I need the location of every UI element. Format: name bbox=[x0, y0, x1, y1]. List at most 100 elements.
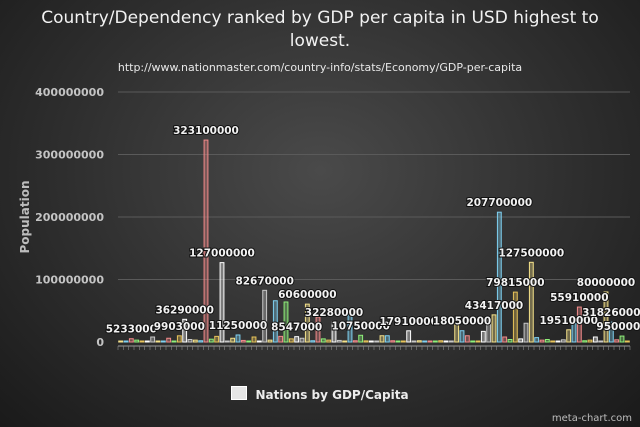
bar[interactable] bbox=[587, 339, 593, 343]
bar[interactable] bbox=[288, 338, 294, 343]
bar[interactable] bbox=[171, 340, 177, 343]
bar[interactable] bbox=[139, 340, 145, 343]
bar[interactable] bbox=[566, 329, 572, 343]
bar[interactable] bbox=[400, 340, 406, 343]
bar[interactable] bbox=[262, 289, 268, 343]
bar[interactable] bbox=[512, 291, 518, 343]
bar[interactable] bbox=[411, 340, 417, 343]
bar[interactable] bbox=[384, 335, 390, 343]
bar[interactable] bbox=[278, 335, 284, 343]
bar[interactable] bbox=[342, 340, 348, 343]
bar[interactable] bbox=[160, 340, 166, 343]
bar[interactable] bbox=[256, 340, 262, 343]
bar[interactable] bbox=[624, 340, 630, 343]
bar[interactable] bbox=[416, 340, 422, 343]
bar[interactable] bbox=[582, 340, 588, 343]
bar[interactable] bbox=[422, 340, 428, 343]
bar[interactable] bbox=[134, 339, 140, 343]
bar[interactable] bbox=[358, 334, 364, 343]
bar[interactable] bbox=[395, 340, 401, 343]
bar[interactable] bbox=[320, 338, 326, 343]
bar[interactable] bbox=[155, 340, 161, 343]
bar[interactable] bbox=[496, 211, 502, 343]
bar[interactable] bbox=[534, 337, 540, 343]
bar[interactable] bbox=[315, 316, 321, 343]
bar[interactable] bbox=[475, 340, 481, 343]
bar[interactable] bbox=[310, 340, 316, 343]
bar[interactable] bbox=[614, 339, 620, 343]
bar[interactable] bbox=[326, 339, 332, 343]
bar[interactable] bbox=[272, 300, 278, 343]
bar[interactable] bbox=[331, 321, 337, 343]
bar[interactable] bbox=[379, 335, 385, 343]
bar[interactable] bbox=[470, 340, 476, 343]
bar[interactable] bbox=[368, 340, 374, 343]
bar[interactable] bbox=[544, 339, 550, 343]
bar[interactable] bbox=[187, 339, 193, 343]
bar[interactable] bbox=[518, 338, 524, 343]
bar[interactable] bbox=[150, 336, 156, 343]
bar[interactable] bbox=[304, 303, 310, 343]
bar[interactable] bbox=[598, 340, 604, 343]
bar[interactable] bbox=[294, 336, 300, 343]
bar[interactable] bbox=[363, 340, 369, 343]
bar[interactable] bbox=[299, 337, 305, 343]
bar[interactable] bbox=[128, 338, 134, 343]
bar[interactable] bbox=[576, 306, 582, 343]
bar[interactable] bbox=[251, 336, 257, 343]
bar[interactable] bbox=[214, 335, 220, 343]
bar[interactable] bbox=[406, 330, 412, 343]
bar[interactable] bbox=[166, 337, 172, 343]
bar[interactable] bbox=[507, 339, 513, 343]
bar[interactable] bbox=[374, 340, 380, 343]
bar[interactable] bbox=[224, 340, 230, 343]
bar[interactable] bbox=[347, 313, 353, 343]
data-label: 17910000 bbox=[379, 316, 437, 328]
bar[interactable] bbox=[459, 330, 465, 343]
bar[interactable] bbox=[550, 340, 556, 343]
bar[interactable] bbox=[240, 339, 246, 343]
bar[interactable] bbox=[560, 339, 566, 343]
bar[interactable] bbox=[523, 322, 529, 343]
bar[interactable] bbox=[528, 261, 534, 343]
bar[interactable] bbox=[603, 291, 609, 343]
bar[interactable] bbox=[246, 340, 252, 343]
bar[interactable] bbox=[267, 339, 273, 343]
bar[interactable] bbox=[283, 301, 289, 343]
bar[interactable] bbox=[432, 340, 438, 343]
bar[interactable] bbox=[464, 335, 470, 343]
bar[interactable] bbox=[208, 338, 214, 343]
bar[interactable] bbox=[198, 340, 204, 343]
bar[interactable] bbox=[619, 335, 625, 343]
bar[interactable] bbox=[230, 337, 236, 343]
bar[interactable] bbox=[480, 330, 486, 343]
bar[interactable] bbox=[491, 314, 497, 343]
bar[interactable] bbox=[448, 340, 454, 343]
bar[interactable] bbox=[203, 139, 209, 343]
bar[interactable] bbox=[336, 339, 342, 343]
legend[interactable]: Nations by GDP/Capita bbox=[0, 386, 640, 402]
bar[interactable] bbox=[390, 340, 396, 343]
bar[interactable] bbox=[555, 340, 561, 343]
bar[interactable] bbox=[443, 340, 449, 343]
bar[interactable] bbox=[502, 336, 508, 343]
bar[interactable] bbox=[123, 340, 129, 343]
bar[interactable] bbox=[486, 319, 492, 343]
bar[interactable] bbox=[118, 340, 124, 343]
bar[interactable] bbox=[454, 322, 460, 343]
data-label: 8547000 bbox=[271, 322, 322, 334]
bar[interactable] bbox=[192, 339, 198, 343]
bar[interactable] bbox=[539, 339, 545, 343]
bar[interactable] bbox=[571, 322, 577, 343]
bar[interactable] bbox=[219, 262, 225, 343]
bar[interactable] bbox=[176, 335, 182, 343]
bar[interactable] bbox=[438, 340, 444, 343]
bar[interactable] bbox=[608, 321, 614, 343]
data-label: 18050000 bbox=[433, 316, 491, 328]
bar[interactable] bbox=[592, 336, 598, 343]
bar[interactable] bbox=[144, 340, 150, 343]
bar[interactable] bbox=[427, 340, 433, 343]
bar[interactable] bbox=[352, 340, 358, 343]
bar[interactable] bbox=[235, 334, 241, 343]
bar[interactable] bbox=[182, 318, 188, 343]
